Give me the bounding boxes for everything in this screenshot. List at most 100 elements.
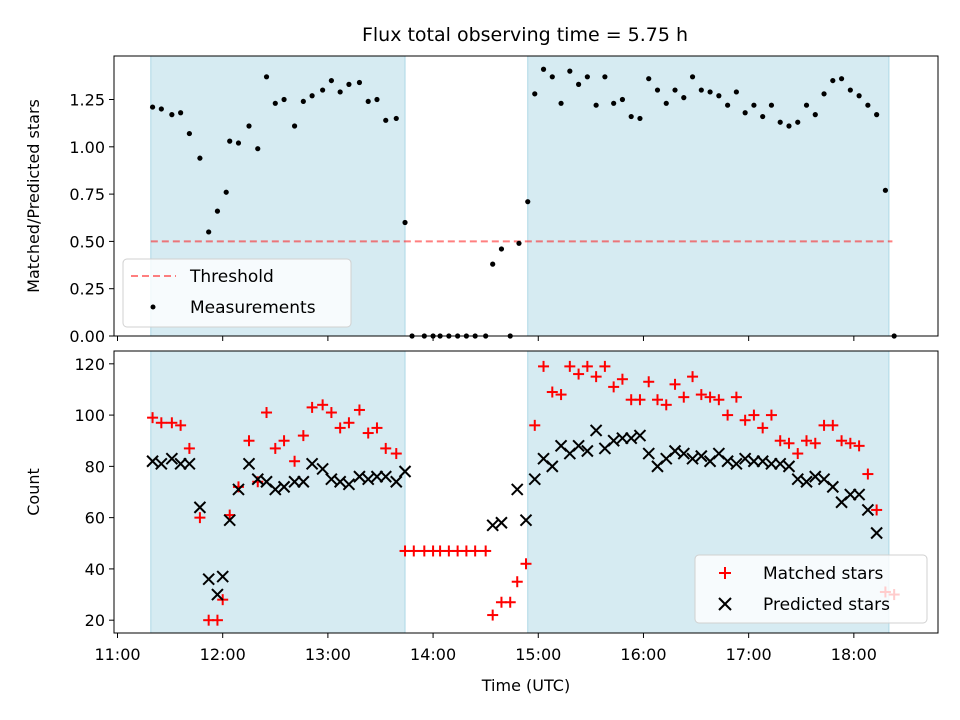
predicted-star-point [486,519,499,532]
predicted-star-point [288,475,301,488]
legend-matched-swatch [719,567,731,579]
matched-star-point [408,545,420,557]
matched-star-point [194,512,206,524]
matched-star-point [166,417,178,429]
measurement-point [725,102,731,108]
predicted-star-point [686,452,699,465]
measurement-point [742,110,748,116]
matched-star-point [529,419,541,431]
ratio-y-tick-label: 0.00 [69,327,105,346]
predicted-star-point [519,513,533,527]
predicted-star-point [677,447,690,460]
matched-star-point [581,360,593,372]
measurement-point [593,102,599,108]
measurement-point [516,240,522,246]
measurement-point [856,93,862,99]
measurement-point [149,104,156,110]
measurement-point [654,87,661,93]
time-x-tick-label: 18:00 [831,645,877,664]
predicted-star-point [277,480,291,494]
measurement-point [300,98,306,105]
measurement-point [882,187,889,193]
matched-star-point [862,468,874,480]
matched-star-point [774,435,786,447]
predicted-star-point [738,452,752,465]
legend-predicted-swatch [718,597,732,611]
predicted-star-point [370,470,384,483]
matched-star-point [306,401,318,413]
predicted-star-point [333,475,347,488]
legend-threshold-label: Threshold [189,267,274,287]
measurement-point [567,68,573,74]
predicted-star-point [223,513,236,527]
predicted-star-point [765,457,778,471]
matched-star-point [487,609,499,621]
predicted-star-point [398,465,412,478]
measurement-point [263,74,270,80]
count-y-tick-label: 100 [74,406,105,425]
matched-star-point [520,558,532,570]
measurement-point [365,98,371,105]
matched-star-point [511,576,523,588]
matched-star-point [871,504,883,516]
matched-star-point [297,430,309,442]
predicted-star-point [146,455,159,468]
matched-star-point [757,422,769,434]
count-legend-frame [694,554,928,624]
measurement-point [540,66,547,72]
measurement-point [549,74,555,80]
measurement-point [356,79,363,86]
legend-matched-label: Matched stars [763,564,883,584]
measurement-point [575,81,582,87]
matched-star-point [325,407,337,419]
matched-star-point [317,399,329,411]
matched-star-point [722,409,734,421]
measurement-point [255,146,261,152]
matched-star-point [289,455,301,467]
matched-star-point [704,391,716,403]
measurement-point [619,96,626,103]
matched-star-point [678,391,690,403]
measurement-point [246,123,252,129]
measurement-point [346,81,352,87]
measurement-point [663,100,669,106]
count-panel-frame [113,350,939,634]
matched-star-point [730,391,742,403]
matched-star-point [827,419,839,431]
measurement-point [803,102,810,108]
predicted-star-point [325,472,338,486]
predicted-star-point [633,429,647,442]
measurement-point [186,130,192,137]
matched-star-point [469,545,481,557]
matched-star-point [353,404,365,416]
predicted-star-point [353,470,366,483]
time-x-tick-label: 11:00 [94,645,140,664]
matched-star-point [504,596,516,608]
matched-star-point [380,442,392,454]
predicted-star-point [861,503,875,517]
measurement-point [768,102,775,108]
matched-star-point [809,437,821,449]
measurement-point [672,87,678,93]
ratio-y-tick-label: 0.25 [69,280,105,299]
matched-star-point [564,360,576,372]
measurement-point [874,112,880,118]
matched-star-point [183,442,195,454]
measurement-point [698,87,704,93]
time-x-tick-label: 16:00 [620,645,666,664]
matched-star-point [480,545,492,557]
matched-star-point [695,389,707,401]
measurement-point [584,74,590,80]
measurement-point [402,219,408,226]
measurement-point [847,87,853,93]
matched-star-point [643,376,655,388]
measurement-point [637,115,643,122]
predicted-star-point [174,457,187,471]
legend-predicted-label: Predicted stars [763,595,890,615]
predicted-star-point [581,444,594,458]
predicted-star-point [305,457,319,471]
matched-star-point [748,409,760,421]
predicted-star-point [730,457,743,471]
matched-star-point [269,442,281,454]
